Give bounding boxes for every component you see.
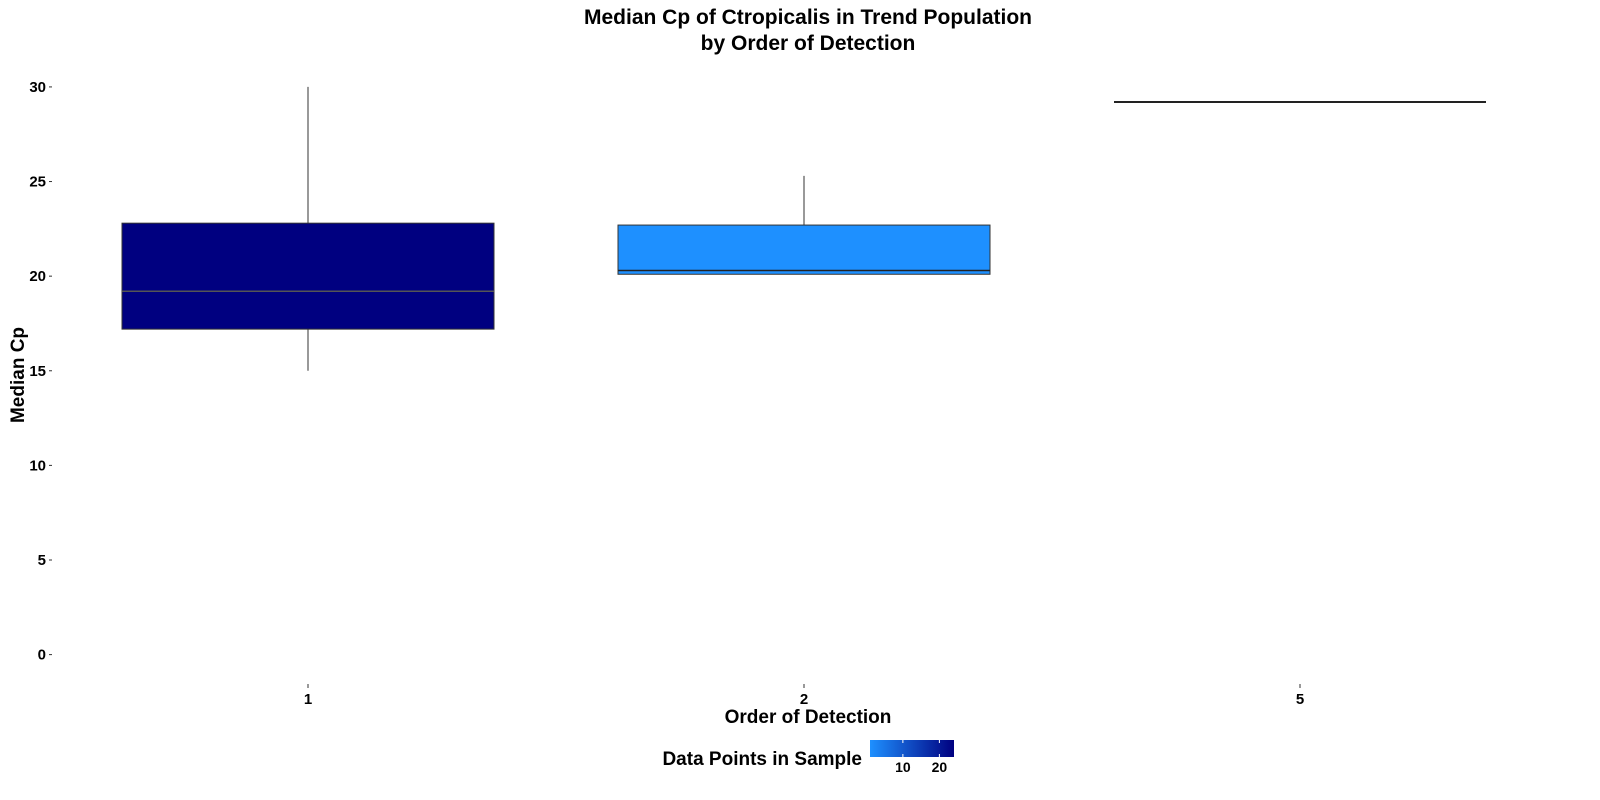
x-tick-label: 5	[1296, 691, 1304, 708]
x-tick-label: 2	[800, 691, 808, 708]
legend-colorbar	[870, 740, 954, 757]
legend-tick-label: 10	[895, 759, 911, 775]
y-tick-label: 15	[29, 363, 46, 380]
chart-subtitle: by Order of Detection	[701, 32, 916, 55]
x-axis: 1 2 5	[304, 684, 1304, 708]
y-tick-label: 30	[29, 79, 46, 96]
y-tick-label: 0	[38, 647, 46, 664]
plot-area	[121, 86, 1486, 371]
y-axis-title: Median Cp	[8, 327, 29, 423]
legend-tick-label: 20	[932, 759, 948, 775]
y-tick-label: 25	[29, 174, 46, 191]
legend-title: Data Points in Sample	[662, 749, 862, 770]
legend-ticks: 10 20	[895, 740, 947, 775]
y-tick-label: 5	[38, 552, 46, 569]
x-axis-title: Order of Detection	[725, 707, 892, 728]
box-2	[617, 175, 991, 275]
x-tick-label: 1	[304, 691, 312, 708]
y-axis: 0 5 10 15 20 25 30	[29, 79, 52, 664]
legend: Data Points in Sample 10 20	[662, 740, 954, 775]
box-1	[121, 86, 495, 371]
box-body	[617, 224, 991, 275]
y-tick-label: 20	[29, 268, 46, 285]
chart-title: Median Cp of Ctropicalis in Trend Popula…	[584, 6, 1032, 29]
box-body	[121, 222, 495, 330]
y-tick-label: 10	[29, 457, 46, 474]
